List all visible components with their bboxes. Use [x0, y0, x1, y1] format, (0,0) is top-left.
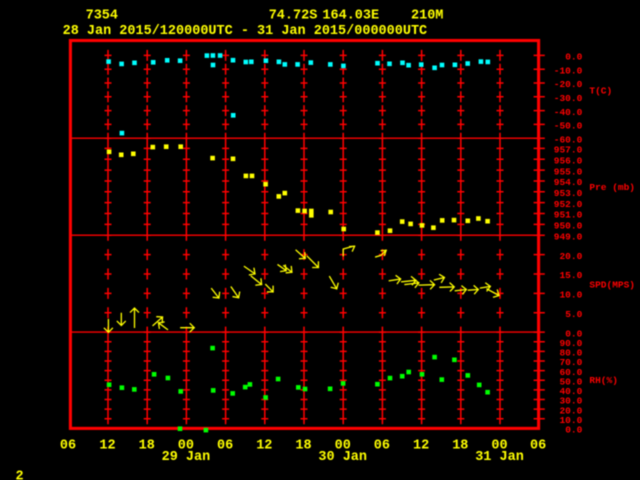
svg-text:20.0: 20.0: [559, 251, 582, 262]
svg-text:00: 00: [335, 438, 351, 453]
svg-text:956.0: 956.0: [554, 155, 583, 166]
svg-text:29 Jan: 29 Jan: [162, 450, 211, 465]
svg-text:0.0: 0.0: [565, 425, 582, 436]
svg-text:30.0: 30.0: [559, 396, 582, 407]
svg-text:00: 00: [178, 438, 194, 453]
svg-text:30 Jan: 30 Jan: [318, 450, 367, 465]
svg-text:953.0: 953.0: [554, 188, 583, 199]
svg-text:06: 06: [217, 438, 233, 453]
svg-text:74.72S: 74.72S: [269, 9, 318, 24]
svg-text:90.0: 90.0: [559, 338, 582, 349]
svg-text:50.0: 50.0: [559, 376, 582, 387]
svg-text:12: 12: [256, 438, 272, 453]
svg-text:10.0: 10.0: [559, 415, 582, 426]
svg-text:-10.0: -10.0: [554, 65, 583, 76]
svg-text:0.0: 0.0: [565, 328, 582, 339]
svg-text:06: 06: [530, 438, 546, 453]
svg-text:18: 18: [452, 438, 468, 453]
svg-text:-30.0: -30.0: [554, 93, 583, 104]
svg-text:31 Jan: 31 Jan: [475, 450, 524, 465]
svg-text:28 Jan 2015/120000UTC - 31 Jan: 28 Jan 2015/120000UTC - 31 Jan 2015/0000…: [63, 24, 428, 39]
svg-text:5.0: 5.0: [565, 309, 582, 320]
svg-text:SPD(MPS): SPD(MPS): [589, 279, 635, 290]
svg-text:70.0: 70.0: [559, 357, 582, 368]
svg-text:7354: 7354: [86, 9, 118, 24]
svg-text:T(C): T(C): [589, 85, 612, 96]
svg-text:954.0: 954.0: [554, 177, 583, 188]
svg-text:00: 00: [491, 438, 507, 453]
svg-text:10.0: 10.0: [559, 290, 582, 301]
svg-text:06: 06: [60, 438, 76, 453]
svg-text:18: 18: [295, 438, 311, 453]
svg-text:950.0: 950.0: [554, 221, 583, 232]
svg-text:06: 06: [374, 438, 390, 453]
svg-text:40.0: 40.0: [559, 386, 582, 397]
svg-text:80.0: 80.0: [559, 348, 582, 359]
svg-text:-60.0: -60.0: [554, 134, 583, 145]
svg-text:Pre (mb): Pre (mb): [589, 182, 635, 193]
svg-text:164.03E: 164.03E: [322, 9, 379, 24]
svg-text:12: 12: [99, 438, 115, 453]
svg-text:18: 18: [139, 438, 155, 453]
svg-text:0.0: 0.0: [565, 52, 582, 63]
svg-text:951.0: 951.0: [554, 210, 583, 221]
svg-text:12: 12: [413, 438, 429, 453]
svg-text:20.0: 20.0: [559, 405, 582, 416]
svg-text:60.0: 60.0: [559, 367, 582, 378]
svg-text:2: 2: [16, 470, 24, 480]
svg-text:957.0: 957.0: [554, 145, 583, 156]
svg-text:RH(%): RH(%): [589, 375, 618, 386]
svg-text:-20.0: -20.0: [554, 79, 583, 90]
svg-text:955.0: 955.0: [554, 166, 583, 177]
svg-text:949.0: 949.0: [554, 231, 583, 242]
svg-text:210M: 210M: [411, 9, 443, 24]
svg-text:15.0: 15.0: [559, 270, 582, 281]
svg-text:952.0: 952.0: [554, 199, 583, 210]
svg-text:-50.0: -50.0: [554, 121, 583, 132]
svg-text:-40.0: -40.0: [554, 107, 583, 118]
